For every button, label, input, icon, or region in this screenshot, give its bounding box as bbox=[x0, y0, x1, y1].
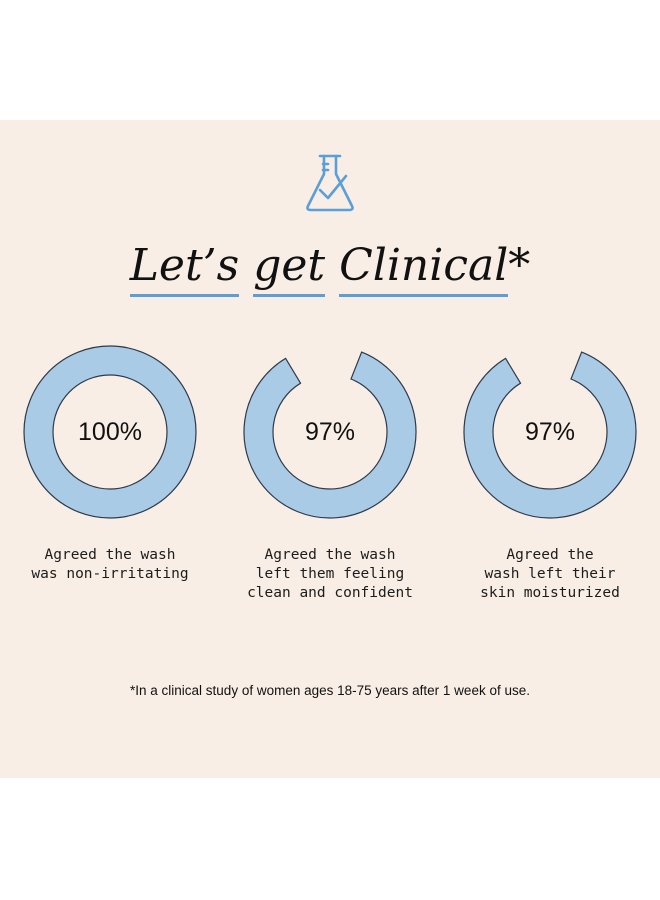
stat-value: 97% bbox=[304, 418, 356, 446]
stat-caption: Agreed the wash was non-irritating bbox=[10, 546, 210, 584]
caption-line: was non-irritating bbox=[31, 566, 189, 582]
stat-ring bbox=[23, 345, 197, 519]
stat-value: 97% bbox=[524, 418, 576, 446]
stat-caption: Agreed the wash left their skin moisturi… bbox=[450, 546, 650, 603]
ring-arc bbox=[23, 345, 197, 519]
caption-line: left them feeling bbox=[255, 566, 405, 582]
page-title: Let’s get Clinical* bbox=[0, 238, 660, 297]
title-word-lets: Let’s bbox=[129, 242, 240, 297]
caption-line: wash left their bbox=[484, 566, 616, 582]
caption-line: Agreed the wash bbox=[264, 547, 396, 563]
title-word-get: get bbox=[253, 242, 326, 297]
caption-line: Agreed the wash bbox=[44, 547, 176, 563]
ring-arc bbox=[243, 351, 417, 519]
stat-ring bbox=[463, 351, 637, 519]
caption-line: Agreed the bbox=[506, 547, 594, 563]
title-asterisk: * bbox=[508, 240, 531, 291]
caption-line: skin moisturized bbox=[480, 585, 620, 601]
stat-value: 100% bbox=[78, 418, 142, 446]
clinical-panel: Let’s get Clinical* 100% Agreed the wash… bbox=[0, 120, 660, 778]
stat-caption: Agreed the wash left them feeling clean … bbox=[230, 546, 430, 603]
ring-arc bbox=[463, 351, 637, 519]
study-footnote: *In a clinical study of women ages 18-75… bbox=[130, 683, 530, 698]
title-word-clinical: Clinical bbox=[339, 242, 509, 297]
caption-line: clean and confident bbox=[247, 585, 413, 601]
stat-ring bbox=[243, 351, 417, 519]
flask-check-icon bbox=[306, 154, 354, 212]
